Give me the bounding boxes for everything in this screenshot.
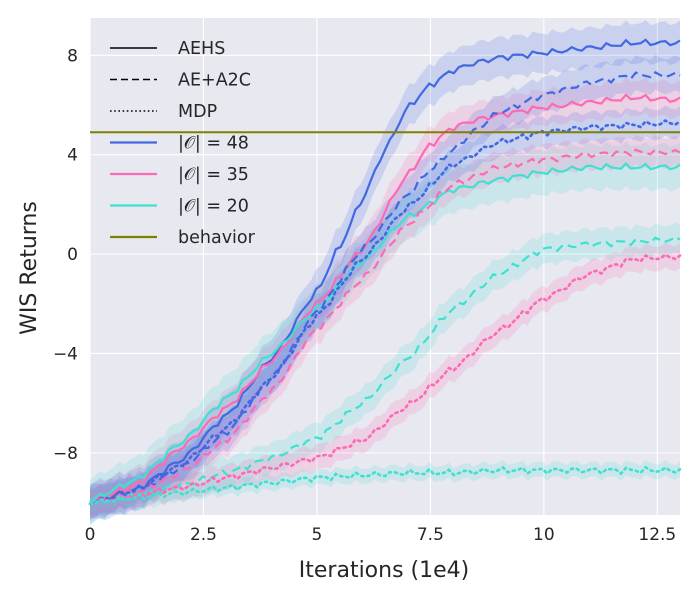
x-tick-label: 10 [533, 525, 555, 545]
series-band [90, 141, 680, 525]
x-tick-label: 2.5 [190, 525, 217, 545]
series-line [89, 71, 681, 503]
legend-label: |𝒪| = 35 [178, 165, 249, 185]
series-band [90, 77, 680, 523]
legend-label: behavior [178, 228, 256, 248]
series-line [88, 253, 682, 506]
x-tick-label: 12.5 [638, 525, 676, 545]
legend-label: |𝒪| = 48 [178, 134, 249, 154]
series-band [90, 459, 680, 512]
legend-label: AEHS [178, 39, 225, 59]
plot-area [90, 18, 680, 515]
y-tick-label: −8 [53, 444, 78, 464]
y-axis-title: WIS Returns [17, 201, 42, 335]
series-band [90, 105, 680, 519]
legend-label: AE+A2C [178, 71, 251, 91]
x-tick-label: 7.5 [417, 525, 444, 545]
y-tick-label: 4 [67, 146, 78, 166]
series-line [89, 235, 681, 504]
series-band [90, 222, 680, 518]
series-line [88, 465, 682, 506]
legend-label: MDP [178, 102, 217, 122]
y-tick-label: −4 [53, 344, 78, 364]
series-line [88, 118, 682, 506]
x-tick-label: 5 [312, 525, 323, 545]
series-line [89, 162, 681, 504]
series-line [89, 148, 681, 503]
legend-label: |𝒪| = 20 [178, 197, 249, 217]
x-tick-label: 0 [85, 525, 96, 545]
x-axis-title: Iterations (1e4) [299, 558, 469, 583]
series-band [90, 242, 680, 517]
y-tick-label: 0 [67, 245, 78, 265]
y-tick-label: 8 [67, 46, 78, 66]
series-line [89, 38, 681, 506]
series-line [89, 93, 681, 506]
